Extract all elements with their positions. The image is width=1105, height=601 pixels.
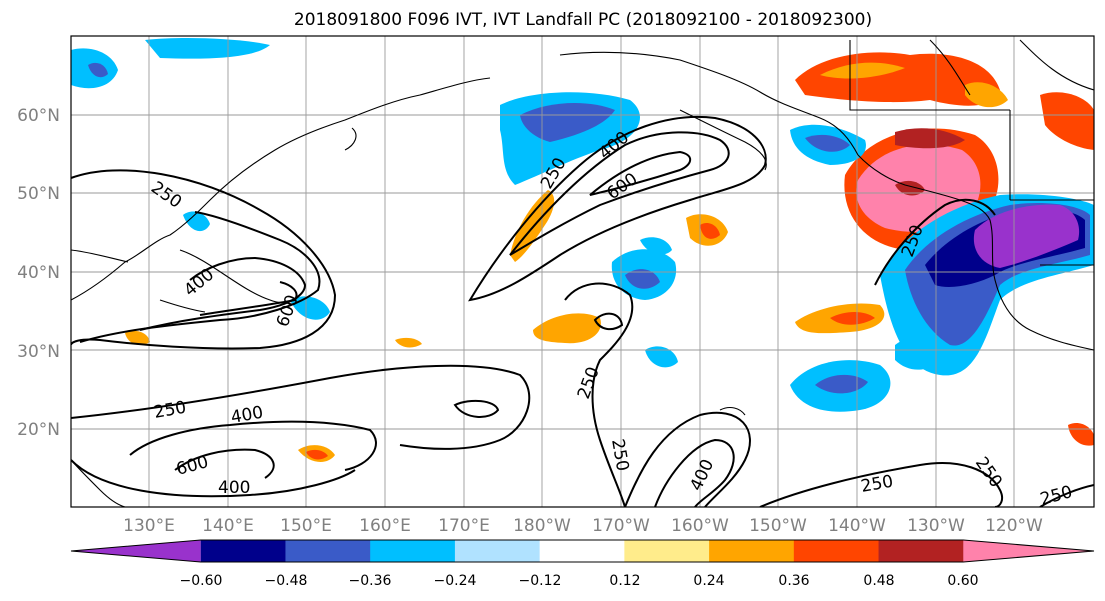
ivt-contour-600 <box>139 256 307 331</box>
lon-label: 150°E <box>280 516 332 536</box>
colorbar-tick-label: 0.24 <box>693 573 724 589</box>
positive-anomaly-region <box>395 337 422 348</box>
positive-anomaly-region <box>700 223 720 239</box>
colorbar-swatch <box>709 540 795 562</box>
positive-anomaly-region <box>830 312 875 325</box>
positive-anomaly-region <box>965 82 1008 108</box>
negative-anomaly-region <box>895 336 940 370</box>
colorbar <box>70 539 1095 563</box>
lon-label: 170°W <box>592 516 650 536</box>
ivt-contour-250 <box>874 198 996 286</box>
lon-label: 120°W <box>985 516 1043 536</box>
colorbar-swatch <box>370 540 456 562</box>
colorbar-tick-label: 0.60 <box>947 573 978 589</box>
gridlines <box>71 36 1094 507</box>
colorbar-outline <box>70 539 1095 563</box>
ivt-contours <box>71 115 1094 507</box>
ivt-contour-600 <box>589 150 692 196</box>
positive-anomaly-region <box>533 313 601 344</box>
latitude-labels: 60°N 50°N 40°N 30°N 20°N <box>17 106 60 440</box>
lon-label: 150°W <box>749 516 807 536</box>
colorbar-swatch <box>624 540 710 562</box>
negative-anomaly-region <box>183 211 210 232</box>
negative-anomaly-region <box>625 269 660 289</box>
negative-anomaly-region <box>973 204 1080 268</box>
ivt-contour-250 <box>453 399 500 418</box>
colorbar-tick-label: 0.12 <box>609 573 640 589</box>
colorbar-swatch <box>454 540 541 562</box>
colorbar-ticks: −0.60 −0.48 −0.36 −0.24 −0.12 0.12 0.24 … <box>180 573 979 589</box>
colorbar-tick-label: −0.36 <box>349 573 392 589</box>
negative-anomaly-region <box>145 37 270 59</box>
positive-anomaly-region <box>125 330 150 345</box>
colorbar-swatch <box>285 540 371 562</box>
negative-anomaly-region <box>520 103 615 142</box>
colorbar-tick-label: −0.48 <box>265 573 308 589</box>
lat-label: 30°N <box>17 342 60 362</box>
negative-anomaly-region <box>645 346 678 368</box>
colorbar-tick-label: −0.12 <box>519 573 562 589</box>
colorbar-tick-label: 0.36 <box>778 573 809 589</box>
ivt-contour-250 <box>564 282 634 507</box>
ivt-contour-400 <box>509 131 730 256</box>
positive-anomaly-region <box>1040 92 1094 150</box>
colorbar-swatch <box>793 540 880 562</box>
lon-label: 130°E <box>123 516 175 536</box>
longitude-labels: 130°E 140°E 150°E 160°E 170°E 180°W 170°… <box>123 516 1043 536</box>
ivt-contour-250 <box>1039 484 1094 507</box>
lon-label: 160°E <box>359 516 411 536</box>
ivt-contour-250 <box>624 411 751 507</box>
positive-anomaly-region <box>510 190 555 262</box>
colorbar-tick-label: 0.48 <box>863 573 894 589</box>
ivt-contour-600 <box>174 448 275 479</box>
lat-label: 40°N <box>17 263 60 283</box>
lat-label: 20°N <box>17 420 60 440</box>
colorbar-tick-label: −0.60 <box>180 573 223 589</box>
colorbar-tick-label: −0.24 <box>434 573 477 589</box>
figure-title: 2018091800 F096 IVT, IVT Landfall PC (20… <box>294 10 872 30</box>
ivt-contour-400 <box>71 459 356 498</box>
negative-anomaly-region <box>88 62 108 78</box>
colorbar-swatch <box>963 540 1094 562</box>
ivt-contour-250 <box>468 115 767 302</box>
colorbar-swatch <box>539 540 625 562</box>
ivt-contour-250 <box>759 461 1004 507</box>
lon-label: 130°W <box>907 516 965 536</box>
map-frame <box>70 35 1095 508</box>
negative-anomaly-region <box>805 134 850 152</box>
lon-label: 140°W <box>828 516 886 536</box>
colorbar-swatch <box>71 540 201 562</box>
positive-anomaly-region <box>895 128 965 149</box>
ivt-contour-400 <box>79 211 321 343</box>
colorbar-swatch <box>200 540 286 562</box>
lon-label: 180°W <box>513 516 571 536</box>
ivt-pc-shading <box>71 37 1094 462</box>
lon-label: 160°W <box>671 516 729 536</box>
positive-anomaly-region <box>820 62 905 79</box>
ivt-contour-400 <box>654 438 735 507</box>
lon-label: 140°E <box>202 516 254 536</box>
contour-label: 400 <box>218 478 250 498</box>
ivt-contour-250 <box>593 312 624 331</box>
negative-anomaly-region <box>815 374 868 394</box>
map-panel: 250 400 600 250 400 600 250 400 600 250 … <box>70 35 1095 508</box>
colorbar-swatch <box>878 540 964 562</box>
ivt-contour-400 <box>129 420 377 471</box>
positive-anomaly-region <box>306 449 328 460</box>
lat-label: 50°N <box>17 184 60 204</box>
ivt-contour-250 <box>71 169 337 350</box>
ivt-contour-800 <box>199 281 298 316</box>
ivt-contour-250 <box>71 364 531 450</box>
negative-anomaly-region <box>640 237 672 255</box>
lon-label: 170°E <box>438 516 490 536</box>
lat-label: 60°N <box>17 106 60 126</box>
